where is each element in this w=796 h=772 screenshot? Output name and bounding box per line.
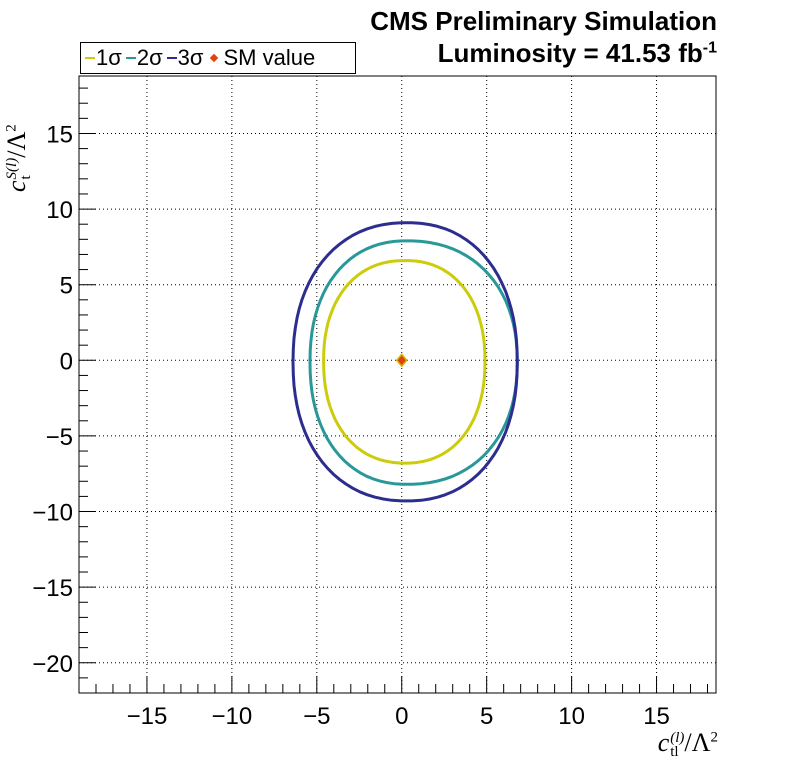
legend-item-3sigma: 3σ <box>166 45 204 71</box>
legend-label-1sigma: 1σ <box>96 45 122 70</box>
y-tick-label: −15 <box>32 575 73 602</box>
legend-item-2sigma: 2σ <box>125 45 163 71</box>
y-tick-label: 0 <box>60 348 73 375</box>
x-axis-title-sup: (l) <box>670 730 685 747</box>
grid-lines <box>79 76 716 693</box>
tick-labels: −15 −10 −5 0 5 10 15 −20 −15 −10 −5 0 5 10 15 <box>32 121 670 730</box>
contour-1sigma <box>322 259 487 465</box>
y-axis-title-tail-sup: 2 <box>3 124 20 132</box>
x-axis-title-sub: tl <box>670 744 679 761</box>
luminosity-label: Luminosity = 41.53 fb-1 <box>438 38 717 69</box>
y-tick-label: −20 <box>32 651 73 678</box>
legend-item-sm-value: SM value <box>207 45 315 71</box>
legend-label-sm-value: SM value <box>223 45 316 70</box>
contour-3sigma <box>291 221 519 503</box>
x-axis-title-base: c <box>657 728 670 757</box>
luminosity-text: Luminosity = 41.53 fb <box>437 38 703 68</box>
plot-frame <box>78 75 717 694</box>
legend-line-1sigma <box>85 57 95 59</box>
x-tick-label: −10 <box>212 703 253 730</box>
legend: 1σ 2σ 3σ SM value <box>80 42 356 74</box>
y-tick-label: −5 <box>46 424 73 451</box>
chart-title-text: CMS Preliminary Simulation <box>370 6 717 36</box>
legend-marker-sm-value <box>210 53 219 63</box>
x-tick-label: 0 <box>395 703 408 730</box>
y-tick-label: −10 <box>32 500 73 527</box>
y-axis-title-sup: S(l) <box>4 157 21 180</box>
x-axis-title-tail-sup: 2 <box>710 729 719 746</box>
y-axis-title-tail: /Λ <box>2 131 31 158</box>
luminosity-unit-exponent: -1 <box>702 39 717 57</box>
legend-label-3sigma: 3σ <box>177 45 204 70</box>
sm-value-point <box>395 353 408 368</box>
contour-lines <box>291 221 519 503</box>
y-axis-title: c S(l) t/Λ2 <box>2 124 35 192</box>
legend-label-2sigma: 2σ <box>136 45 163 70</box>
sm-value-marker <box>395 353 408 368</box>
y-tick-label: 5 <box>60 273 73 300</box>
x-tick-label: 15 <box>643 703 670 730</box>
legend-item-1sigma: 1σ <box>85 45 122 71</box>
x-tick-label: −5 <box>303 703 330 730</box>
y-axis-title-sub: t <box>18 175 35 180</box>
x-axis-title: c (l) tl/Λ2 <box>657 728 719 761</box>
legend-line-2sigma <box>125 57 136 59</box>
chart-title: CMS Preliminary Simulation <box>370 6 717 37</box>
axis-ticks <box>78 87 709 694</box>
y-axis-title-base: c <box>2 180 31 192</box>
x-tick-label: −15 <box>127 703 168 730</box>
y-tick-label: 10 <box>46 197 73 224</box>
x-tick-label: 5 <box>480 703 493 730</box>
x-tick-label: 10 <box>558 703 585 730</box>
x-axis-title-tail: /Λ <box>684 728 711 757</box>
legend-line-3sigma <box>166 57 177 59</box>
y-tick-label: 15 <box>46 121 73 148</box>
contour-2sigma <box>308 239 519 486</box>
